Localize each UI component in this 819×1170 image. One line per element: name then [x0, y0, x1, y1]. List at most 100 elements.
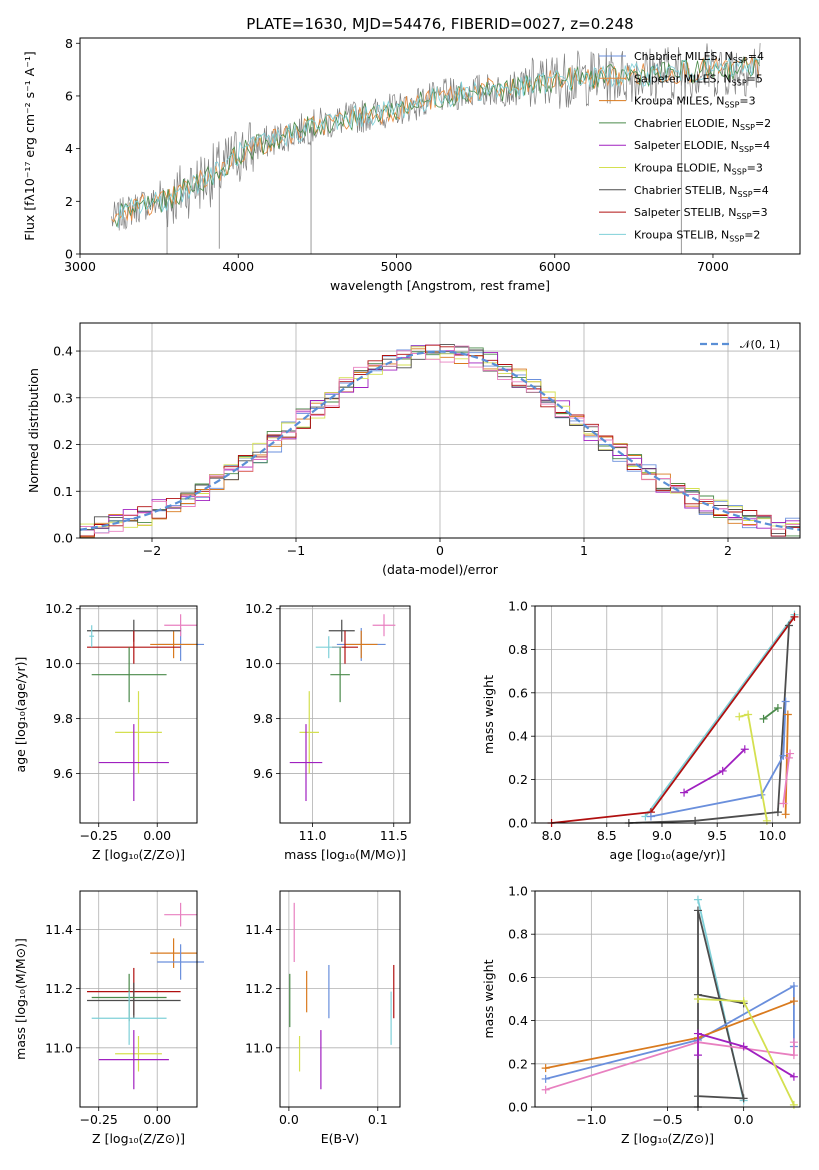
mass-weight-point [789, 1072, 798, 1081]
mass-weight-point [740, 745, 749, 754]
y-tick-label: 4 [65, 141, 73, 156]
mass-vs-metallicity-panel: −0.25 0.00 11.0 11.2 11.4 Z [log₁₀(Z/Z⊙)] mass… [13, 890, 205, 1146]
y-tick-label: 0.1 [53, 484, 73, 499]
mass-weight-point [790, 612, 799, 621]
plot-frame [79, 37, 801, 255]
plot-frame [534, 890, 801, 1108]
y-tick-label: 9.6 [253, 766, 273, 781]
mass-weight-point [773, 703, 782, 712]
mass-weight-point [783, 710, 792, 719]
y-tick-label: 11.0 [245, 1040, 273, 1055]
y-tick-label: 8 [65, 36, 73, 51]
y-tick-label: 0.4 [508, 729, 528, 744]
mass-weight-point [789, 1100, 798, 1109]
mass-weight-series-line [545, 1000, 795, 1069]
x-tick-label: 2 [724, 543, 732, 558]
y-tick-label: 9.8 [253, 711, 273, 726]
mass-weight-series-line [697, 1032, 795, 1078]
x-tick-label: −0.5 [652, 1112, 682, 1127]
x-tick-label: 0 [436, 543, 444, 558]
legend-entry: Salpeter ELODIE, NSSP=4 [634, 139, 770, 154]
x-tick-label: 0.00 [143, 1112, 171, 1127]
x-tick-label: 8.5 [597, 828, 617, 843]
mass-weight-point [693, 895, 702, 904]
mass-vs-ebv-panel: 0.0 0.1 11.0 11.2 11.4 E(B-V) [245, 890, 401, 1146]
mass-weight-series-line [551, 616, 796, 824]
mass-weight-point [762, 816, 771, 825]
plot-frame [79, 605, 198, 824]
y-axis-label: mass [log₁₀(M/M⊙)] [13, 938, 28, 1060]
mass-weight-series-line [644, 614, 796, 818]
x-tick-label: 11.0 [299, 828, 327, 843]
mass-weight-point [789, 1038, 798, 1047]
x-tick-label: 1 [580, 543, 588, 558]
mass-weight-vs-age-panel: 8.0 8.5 9.0 9.5 10.0 0.0 0.2 0.4 0.6 0.8 1.0 age [l… [481, 599, 801, 862]
mass-weight-series-line [628, 625, 790, 824]
figure-title: PLATE=1630, MJD=54476, FIBERID=0027, z=0… [246, 15, 633, 33]
mass-weight-point [744, 710, 753, 719]
mass-weight-point [779, 799, 788, 808]
y-tick-label: 0.2 [53, 437, 73, 452]
y-tick-label: 9.8 [53, 711, 73, 726]
x-tick-label: −2 [143, 543, 161, 558]
legend-entry: Salpeter STELIB, NSSP=3 [634, 206, 768, 221]
mass-weight-point [541, 1064, 550, 1073]
x-axis-label: age [log₁₀(age/yr)] [610, 847, 726, 862]
y-tick-label: 10.2 [45, 601, 73, 616]
y-tick-label: 0.3 [53, 390, 73, 405]
mass-weight-point [735, 712, 744, 721]
x-tick-label: 4000 [222, 259, 254, 274]
plot-frame [534, 605, 801, 824]
mass-weight-point [693, 995, 702, 1003]
legend-entry: 𝒩(0, 1) [740, 338, 780, 351]
y-tick-label: 0.8 [508, 927, 528, 942]
y-axis-label: age [log₁₀(age/yr)] [13, 657, 28, 773]
legend-entry: Salpeter MILES, NSSP=5 [634, 72, 763, 87]
mass-weight-point [541, 1085, 550, 1094]
legend-entry: Chabrier STELIB, NSSP=4 [634, 184, 769, 199]
residual-histogram-panel: −2 −1 0 1 2 0.0 0.1 0.2 0.3 0.4 (data-model)/error… [26, 322, 801, 577]
y-tick-label: 6 [65, 88, 73, 103]
mass-weight-point [693, 1092, 702, 1101]
y-tick-label: 0.0 [508, 816, 528, 831]
x-tick-label: 0.00 [143, 828, 171, 843]
y-tick-label: 11.4 [245, 922, 273, 937]
mass-weight-series-line [545, 984, 795, 1080]
y-axis-label: Normed distribution [26, 368, 41, 493]
x-axis-label: Z [log₁₀(Z/Z⊙)] [92, 847, 185, 862]
observed-spectrum-line [111, 43, 761, 231]
mass-weight-point [773, 808, 782, 817]
y-tick-label: 0.0 [53, 531, 73, 546]
y-tick-label: 0.2 [508, 772, 528, 787]
x-tick-label: 0.1 [368, 1112, 388, 1127]
mass-weight-series-line [697, 910, 745, 1107]
x-axis-label: Z [log₁₀(Z/Z⊙)] [92, 1131, 185, 1146]
y-tick-label: 0.4 [508, 1013, 528, 1028]
y-tick-label: 10.0 [245, 656, 273, 671]
legend-entry: Kroupa MILES, NSSP=3 [634, 95, 756, 110]
mass-weight-point [739, 1094, 748, 1103]
legend-entry: Kroupa STELIB, NSSP=2 [634, 228, 760, 243]
x-axis-label: (data-model)/error [382, 562, 499, 577]
mass-weight-point [789, 997, 798, 1006]
x-tick-label: 9.5 [707, 828, 727, 843]
y-tick-label: 0.4 [53, 344, 73, 359]
x-tick-label: 8.0 [542, 828, 562, 843]
mass-weight-point [541, 1074, 550, 1083]
y-tick-label: 10.2 [245, 601, 273, 616]
x-tick-label: −0.25 [80, 1112, 118, 1127]
spectrum-traces [111, 43, 761, 254]
mass-weight-point [781, 697, 790, 706]
spectrum-panel: 3000 4000 5000 6000 7000 0 2 4 6 8 wavelength [Ang… [22, 36, 801, 293]
legend-entry: Chabrier ELODIE, NSSP=2 [634, 117, 771, 132]
age-vs-mass-panel: 11.0 11.5 9.6 9.8 10.0 10.2 mass [log₁₀(M/M⊙)] [245, 601, 411, 862]
y-tick-label: 0 [65, 247, 73, 262]
mass-weight-point [693, 1029, 702, 1038]
x-tick-label: −0.25 [80, 828, 118, 843]
x-tick-label: 3000 [64, 259, 96, 274]
mass-weight-point [693, 906, 702, 915]
y-tick-label: 2 [65, 194, 73, 209]
x-tick-label: 9.0 [652, 828, 672, 843]
normal-distribution-curve [80, 350, 800, 531]
